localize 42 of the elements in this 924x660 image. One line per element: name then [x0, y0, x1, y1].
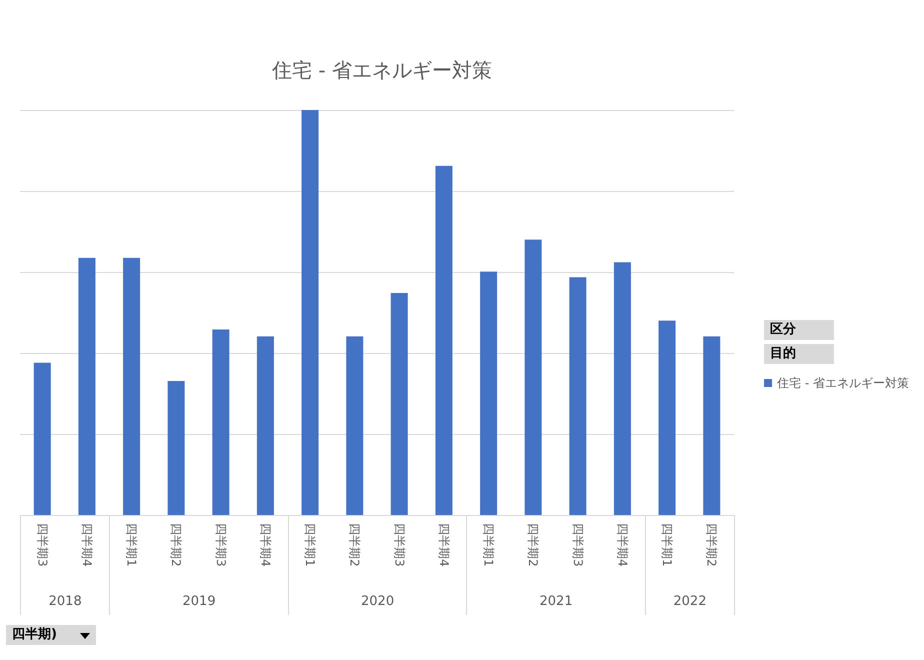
text: 2019 — [182, 594, 216, 609]
x-tick-label: 四半期4 — [80, 523, 94, 567]
x-tick-label: 四半期2 — [526, 523, 540, 567]
x-tick-label: 四半期4 — [436, 523, 451, 567]
bar — [78, 258, 96, 515]
x-tick-label: 四半期2 — [169, 523, 184, 567]
bar — [435, 166, 452, 515]
legend-label: 住宅 - 省エネルギー対策 — [776, 376, 910, 390]
bar — [524, 240, 542, 515]
x-tick-label: 四半期4 — [615, 523, 630, 567]
bar — [346, 336, 364, 515]
x-tick-label: 四半期1 — [660, 523, 674, 567]
text: 2022 — [673, 594, 706, 609]
x-tick-label: 四半期1 — [303, 523, 318, 567]
x-tick-label: 四半期3 — [214, 523, 228, 567]
bar — [123, 258, 140, 515]
bar — [390, 293, 408, 515]
text: 区分 — [770, 322, 797, 337]
bar — [256, 336, 274, 515]
x-tick-label: 四半期2 — [704, 523, 719, 567]
text: 2021 — [540, 594, 573, 609]
bar — [168, 380, 185, 515]
x-tick-label: 四半期3 — [392, 523, 406, 567]
chart-title: 住宅 - 省エネルギー対策 — [271, 58, 492, 82]
text: 2020 — [361, 594, 394, 609]
text: 四半期) — [12, 627, 57, 642]
bar — [212, 330, 230, 515]
bar — [480, 272, 498, 515]
x-tick-label: 四半期3 — [570, 523, 585, 567]
bar — [569, 277, 586, 515]
bar — [703, 336, 720, 515]
bar — [34, 362, 51, 515]
x-tick-label: 四半期4 — [258, 523, 272, 567]
text: 目的 — [770, 346, 796, 361]
text: 2018 — [48, 594, 82, 609]
x-tick-label: 四半期1 — [124, 523, 139, 567]
x-tick-label: 四半期3 — [35, 523, 50, 567]
bar — [614, 262, 631, 515]
x-tick-label: 四半期1 — [482, 523, 496, 567]
x-tick-label: 四半期2 — [348, 523, 362, 567]
bar — [302, 110, 319, 515]
bar — [658, 320, 676, 515]
